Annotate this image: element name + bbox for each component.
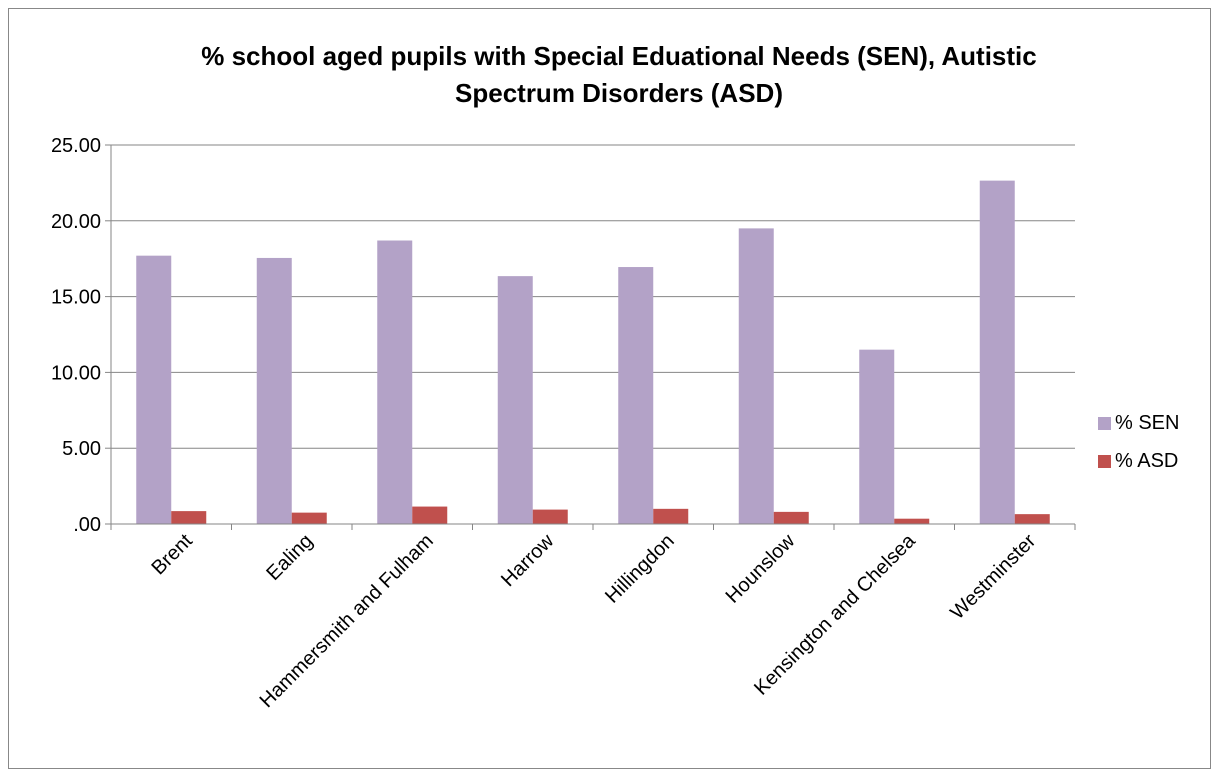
x-category-label: Harrow: [497, 530, 559, 592]
chart-title-line: % school aged pupils with Special Eduati…: [201, 41, 1037, 71]
y-tick-label: .00: [73, 514, 101, 536]
x-category-label: Hounslow: [722, 530, 800, 608]
chart-title-line: Spectrum Disorders (ASD): [455, 78, 783, 108]
legend-label: % ASD: [1115, 450, 1178, 472]
y-tick-label: 20.00: [51, 211, 101, 233]
bar-sen: [859, 349, 895, 524]
legend-swatch: [1098, 455, 1111, 468]
legend: % SEN % ASD: [1098, 412, 1179, 472]
bar-asd: [412, 506, 448, 524]
y-axis-ticks: .00 5.00 10.00 15.00 20.00 25.00: [51, 135, 111, 536]
x-category-label: Hillingdon: [601, 530, 679, 608]
gridlines: [111, 144, 1075, 449]
x-category-label: Brent: [147, 530, 197, 580]
bar-asd: [773, 511, 809, 524]
bar-sen: [256, 257, 292, 524]
axes: [110, 145, 1076, 530]
legend-label: % SEN: [1115, 412, 1179, 434]
bar-sen: [377, 240, 413, 524]
y-tick-label: 25.00: [51, 135, 101, 157]
bar-asd: [532, 509, 568, 524]
bar-asd: [1014, 514, 1050, 524]
bar-sen: [136, 255, 172, 524]
bar-asd: [894, 518, 930, 524]
x-category-label: Ealing: [262, 530, 317, 585]
bar-sen: [618, 267, 654, 524]
bar-sen: [738, 228, 774, 524]
x-category-label: Westminster: [946, 530, 1040, 624]
bar-sen: [979, 180, 1015, 524]
bar-asd: [653, 508, 689, 524]
bar-asd: [291, 512, 327, 524]
y-tick-label: 5.00: [62, 438, 101, 460]
bar-chart: % school aged pupils with Special Eduati…: [51, 41, 1180, 712]
bar-asd: [171, 511, 207, 524]
bar-sen: [497, 276, 533, 524]
bars: [136, 180, 1050, 524]
y-tick-label: 10.00: [51, 362, 101, 384]
chart-title: % school aged pupils with Special Eduati…: [201, 41, 1037, 108]
legend-swatch: [1098, 417, 1111, 430]
chart-area: % school aged pupils with Special Eduati…: [8, 8, 1211, 769]
y-tick-label: 15.00: [51, 287, 101, 309]
